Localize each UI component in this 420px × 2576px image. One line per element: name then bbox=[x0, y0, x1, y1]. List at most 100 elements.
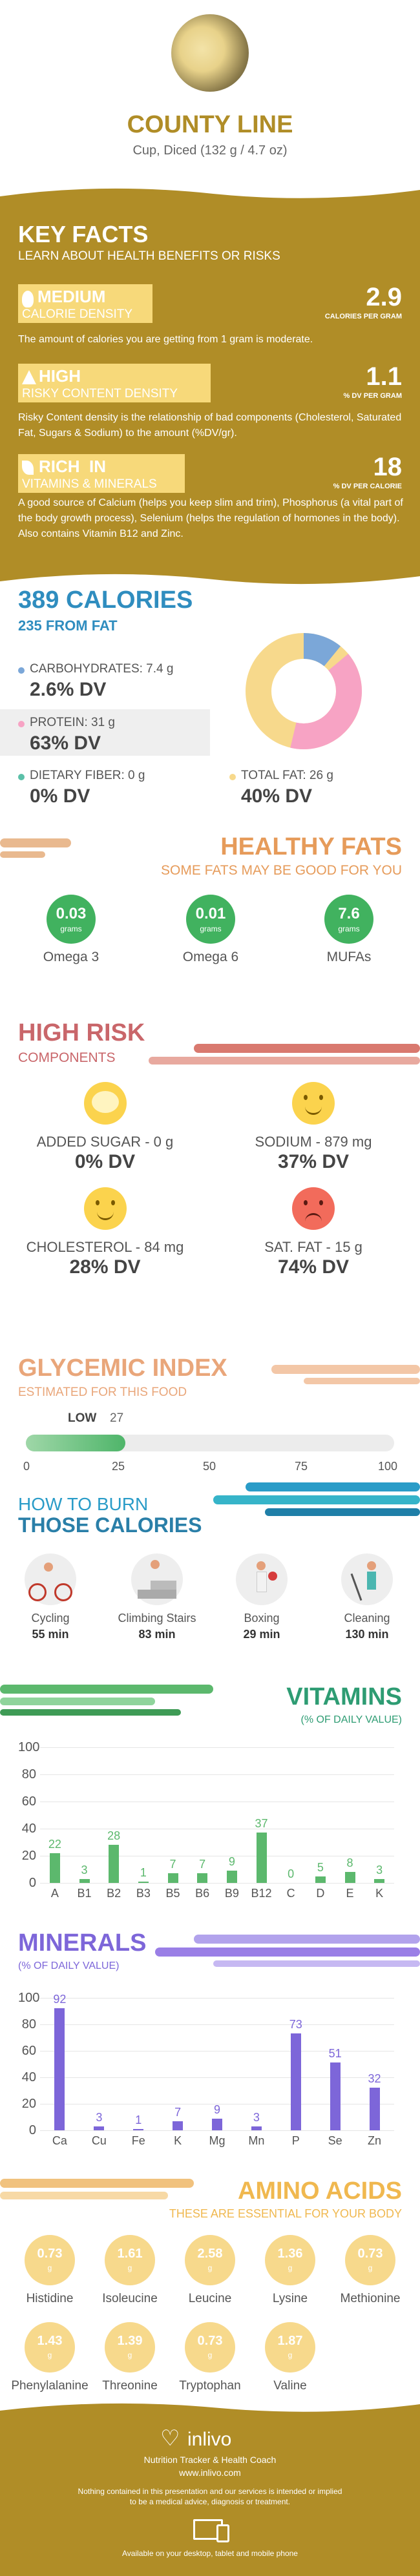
amino-name: Leucine bbox=[188, 2292, 232, 2305]
footer-disclaimer: Nothing contained in this presentation a… bbox=[78, 2487, 342, 2496]
minerals-title: MINERALS bbox=[18, 1929, 147, 1957]
bar-value-label: 7 bbox=[169, 1858, 176, 1871]
x-tick-label: Mn bbox=[248, 2134, 265, 2147]
food-title: COUNTY LINE bbox=[127, 111, 293, 138]
decor-stripe bbox=[271, 1365, 420, 1374]
amino-badge: 1.87 g bbox=[265, 2322, 315, 2373]
y-tick-label: 20 bbox=[21, 2097, 36, 2111]
bar-value-label: 9 bbox=[213, 2103, 220, 2116]
amino-unit: g bbox=[207, 2263, 213, 2272]
glycemic-tick: 25 bbox=[112, 1460, 125, 1473]
amino-badge: 2.58 g bbox=[185, 2235, 235, 2285]
decor-stripe bbox=[304, 1378, 420, 1384]
y-tick-label: 40 bbox=[21, 2070, 36, 2084]
bar bbox=[330, 2062, 341, 2130]
bar bbox=[167, 1873, 178, 1883]
glycemic-tick: 50 bbox=[203, 1460, 216, 1473]
protein-dot bbox=[18, 721, 25, 727]
fact-label-box: HIGH RISKY CONTENT DENSITY bbox=[18, 364, 211, 402]
gridline bbox=[40, 1747, 394, 1748]
donut-carbs bbox=[246, 633, 362, 749]
amino-name: Histidine bbox=[26, 2292, 74, 2305]
key-facts-subtitle: LEARN ABOUT HEALTH BENEFITS OR RISKS bbox=[18, 249, 280, 263]
decor-stripe bbox=[265, 1508, 420, 1516]
burn-time: 83 min bbox=[138, 1628, 176, 1641]
amino-badge: 0.73 g bbox=[25, 2235, 75, 2285]
bar bbox=[138, 1881, 149, 1883]
x-tick-label: D bbox=[316, 1887, 325, 1900]
burn-name: Climbing Stairs bbox=[118, 1612, 196, 1625]
glycemic-subtitle: ESTIMATED FOR THIS FOOD bbox=[18, 1386, 187, 1399]
sodium-label: SODIUM - 879 mg bbox=[255, 1134, 372, 1150]
gridline bbox=[40, 2130, 394, 2131]
x-tick-label: C bbox=[286, 1887, 295, 1900]
bar-value-label: 7 bbox=[174, 2105, 182, 2119]
y-tick-label: 0 bbox=[28, 2123, 36, 2137]
amino-value: 1.87 bbox=[277, 2334, 303, 2348]
sodium-dv: 37% DV bbox=[277, 1151, 350, 1172]
fact-desc: Risky Content density is the relationshi… bbox=[18, 412, 402, 439]
gridline bbox=[40, 2024, 394, 2025]
bar-value-label: 8 bbox=[346, 1856, 353, 1870]
bar bbox=[133, 2128, 144, 2130]
footer-wave bbox=[0, 2403, 420, 2424]
bar-value-label: 92 bbox=[53, 1993, 67, 2006]
cleaning-icon bbox=[341, 1553, 393, 1605]
amino-unit: g bbox=[288, 2263, 293, 2272]
amino-badge: 1.61 g bbox=[105, 2235, 155, 2285]
amino-value: 2.58 bbox=[197, 2247, 223, 2261]
fact-label: CALORIE DENSITY bbox=[22, 307, 133, 321]
gold-wave-bottom bbox=[0, 565, 420, 585]
amino-name: Tryptophan bbox=[179, 2379, 241, 2393]
cycling-icon bbox=[25, 1553, 76, 1605]
amino-badge: 1.36 g bbox=[265, 2235, 315, 2285]
amino-value: 0.73 bbox=[357, 2247, 383, 2261]
flame-icon bbox=[22, 291, 34, 307]
bar bbox=[226, 1871, 237, 1883]
y-tick-label: 100 bbox=[18, 1991, 40, 2005]
devices-icon bbox=[191, 2518, 229, 2542]
protein-band bbox=[0, 709, 210, 756]
healthy-fats-subtitle: SOME FATS MAY BE GOOD FOR YOU bbox=[160, 863, 402, 878]
decor-stripe bbox=[246, 1482, 420, 1491]
amino-subtitle: THESE ARE ESSENTIAL FOR YOUR BODY bbox=[169, 2207, 402, 2220]
fact-label: VITAMINS & MINERALS bbox=[22, 477, 157, 491]
bar-value-label: 3 bbox=[81, 1863, 88, 1876]
burn-section: HOW TO BURN THOSE CALORIES Cycling 55 mi… bbox=[0, 1482, 420, 1709]
burn-title-1: HOW TO BURN bbox=[18, 1494, 149, 1514]
decor-stripe bbox=[194, 1935, 420, 1944]
decor-stripe bbox=[0, 1685, 213, 1694]
amino-value: 1.39 bbox=[117, 2334, 143, 2348]
sad-face-icon bbox=[292, 1187, 335, 1230]
fat-dv: 40% DV bbox=[241, 785, 313, 807]
fact-calorie-density: MEDIUM CALORIE DENSITY 2.9 CALORIES PER … bbox=[0, 279, 420, 360]
amino-badge: 0.73 g bbox=[185, 2322, 235, 2373]
minerals-subtitle: (% OF DAILY VALUE) bbox=[18, 1960, 120, 1971]
burn-name: Cycling bbox=[31, 1612, 70, 1625]
key-facts-title: KEY FACTS bbox=[18, 221, 149, 247]
burn-name: Cleaning bbox=[344, 1612, 390, 1625]
amino-title: AMINO ACIDS bbox=[237, 2177, 402, 2205]
y-tick-label: 80 bbox=[21, 2017, 36, 2031]
bar bbox=[173, 2121, 184, 2130]
bar-value-label: 3 bbox=[96, 2110, 103, 2124]
food-image bbox=[171, 14, 249, 92]
bar bbox=[212, 2118, 222, 2130]
y-tick-label: 0 bbox=[28, 1876, 36, 1890]
bar-value-label: 32 bbox=[368, 2072, 381, 2086]
y-tick-label: 60 bbox=[21, 2044, 36, 2058]
omega6-unit: grams bbox=[200, 924, 222, 933]
bar bbox=[94, 2126, 105, 2130]
calorie-donut bbox=[246, 633, 362, 749]
footer-url[interactable]: www.inlivo.com bbox=[179, 2467, 241, 2478]
amino-name: Valine bbox=[273, 2379, 307, 2393]
burn-name: Boxing bbox=[244, 1612, 280, 1625]
decor-stripe bbox=[0, 2192, 168, 2199]
protein-label: PROTEIN: 31 g bbox=[30, 716, 115, 729]
leaf-icon bbox=[22, 461, 34, 475]
y-tick-label: 60 bbox=[21, 1794, 36, 1809]
y-tick-label: 40 bbox=[21, 1822, 36, 1836]
carbs-dot bbox=[18, 667, 25, 674]
high-risk-subtitle: COMPONENTS bbox=[18, 1050, 116, 1065]
amino-badge: 0.73 g bbox=[345, 2235, 395, 2285]
